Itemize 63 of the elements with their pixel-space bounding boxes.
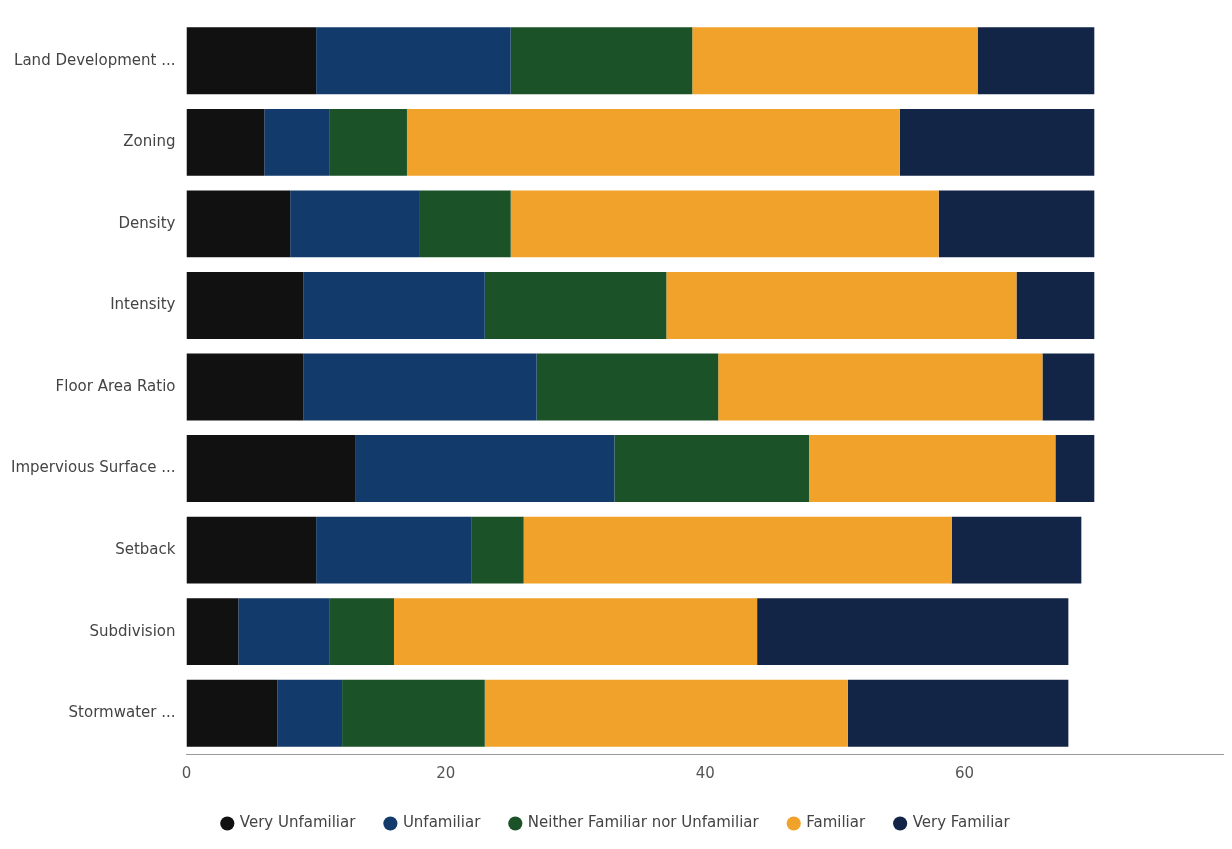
x-tick-label: 60 xyxy=(955,763,975,782)
bar xyxy=(977,27,1095,95)
bar xyxy=(264,108,330,176)
y-tick-label: Subdivision xyxy=(89,621,176,640)
bar xyxy=(186,272,304,339)
bar xyxy=(951,516,1082,584)
bar xyxy=(238,598,330,666)
bar xyxy=(692,27,978,95)
bar xyxy=(1042,353,1095,421)
bar xyxy=(938,190,1095,258)
bar xyxy=(316,27,511,95)
legend-label: Neither Familiar nor Unfamiliar xyxy=(527,813,760,832)
bar xyxy=(342,679,485,747)
bar xyxy=(186,353,304,421)
bar xyxy=(847,679,1069,747)
legend-label: Unfamiliar xyxy=(402,813,482,832)
bar xyxy=(355,435,615,502)
bar xyxy=(186,679,278,747)
bar xyxy=(303,353,537,421)
y-tick-label: Intensity xyxy=(110,295,176,314)
bar xyxy=(186,516,317,584)
legend-label: Very Familiar xyxy=(912,813,1011,832)
bar xyxy=(899,108,1095,176)
y-tick-label: Setback xyxy=(115,540,176,558)
legend-label: Familiar xyxy=(806,813,866,832)
bar xyxy=(484,679,848,747)
bar xyxy=(757,598,1069,666)
bar xyxy=(186,190,291,258)
bar xyxy=(290,190,420,258)
bar xyxy=(808,435,1056,502)
bar xyxy=(329,108,407,176)
bar xyxy=(186,598,239,666)
y-tick-label: Floor Area Ratio xyxy=(55,376,176,395)
y-tick-label: Density xyxy=(118,213,176,232)
y-tick-label: Impervious Surface ... xyxy=(11,458,176,477)
bar xyxy=(393,598,758,666)
y-tick-label: Land Development ... xyxy=(14,50,176,69)
bar xyxy=(419,190,511,258)
bar xyxy=(1016,272,1095,339)
x-tick-label: 20 xyxy=(436,763,456,782)
x-tick-label: 0 xyxy=(181,763,192,782)
bar xyxy=(484,272,667,339)
bar xyxy=(718,353,1043,421)
bar xyxy=(471,516,524,584)
bar xyxy=(186,435,356,502)
bar xyxy=(523,516,952,584)
bar xyxy=(1055,435,1095,502)
bar xyxy=(303,272,485,339)
bar xyxy=(406,108,900,176)
legend-label: Very Unfamiliar xyxy=(239,813,357,832)
y-tick-label: Zoning xyxy=(123,132,176,151)
bar xyxy=(614,435,809,502)
bar xyxy=(536,353,719,421)
bar xyxy=(666,272,1017,339)
bar xyxy=(510,190,939,258)
bar xyxy=(186,27,317,95)
bar xyxy=(316,516,472,584)
x-tick-label: 40 xyxy=(695,763,715,782)
bar xyxy=(510,27,693,95)
bar xyxy=(277,679,343,747)
y-tick-label: Stormwater ... xyxy=(68,703,176,722)
bar xyxy=(186,108,265,176)
bar xyxy=(329,598,394,666)
